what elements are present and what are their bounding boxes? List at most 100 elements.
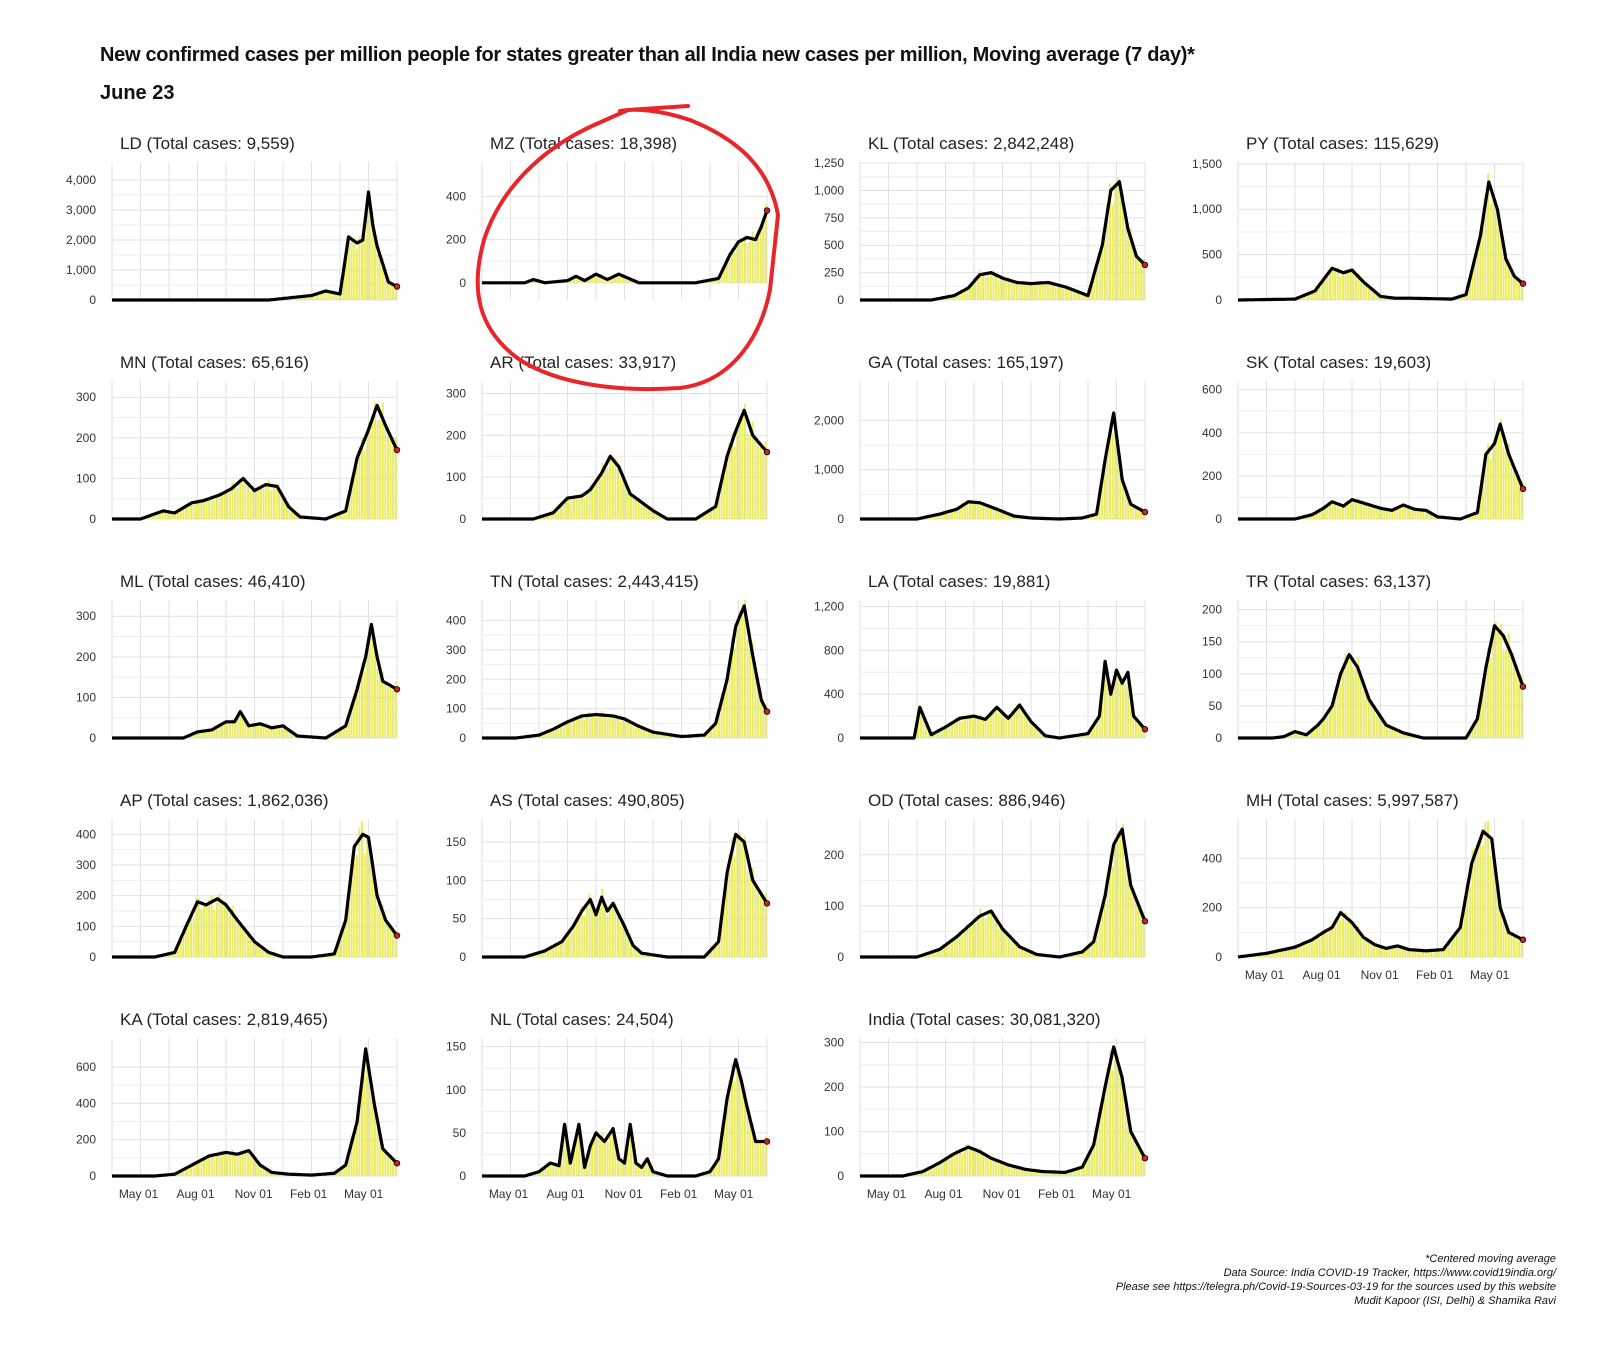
daily-bar (353, 471, 356, 519)
latest-value-point (393, 446, 401, 454)
daily-bar (1119, 678, 1122, 738)
daily-bar (974, 1151, 977, 1176)
daily-bar (560, 505, 563, 519)
daily-bar (267, 479, 270, 519)
daily-bar (1318, 937, 1321, 957)
y-tick-label: 200 (446, 233, 466, 247)
daily-bar (1398, 507, 1401, 519)
daily-bar (218, 723, 221, 738)
y-tick-label: 300 (446, 387, 466, 401)
daily-bar (958, 291, 961, 300)
daily-bar (1106, 669, 1109, 738)
daily-bar (192, 1165, 195, 1176)
daily-bar (1398, 947, 1401, 957)
daily-bar (987, 272, 990, 300)
daily-bar (1297, 732, 1300, 738)
daily-bar (1098, 714, 1101, 738)
daily-bar (1492, 198, 1495, 300)
daily-bar (1049, 1171, 1052, 1176)
daily-bar (1391, 946, 1394, 957)
daily-bar (598, 716, 601, 738)
x-tick-label: May 01 (344, 1187, 384, 1201)
x-tick-label: Nov 01 (1361, 968, 1399, 982)
daily-bar (961, 721, 964, 738)
daily-bar (208, 497, 211, 519)
daily-bar (1468, 281, 1471, 300)
daily-bar (361, 662, 364, 738)
daily-bar (764, 440, 767, 519)
daily-bar (963, 1149, 966, 1176)
daily-bar (1349, 500, 1352, 519)
daily-bar (1121, 677, 1124, 738)
daily-bar (976, 503, 979, 519)
daily-bar (1378, 294, 1381, 300)
daily-bar (156, 514, 159, 519)
y-tick-label: 2,000 (814, 413, 844, 427)
x-tick-label: May 01 (714, 1187, 754, 1201)
y-tick-label: 800 (824, 643, 844, 657)
daily-bar (195, 499, 198, 519)
daily-bar (1000, 709, 1003, 738)
daily-bar (1119, 464, 1122, 519)
daily-bar (1323, 276, 1326, 300)
panel-title-KA: KA (Total cases: 2,819,465) (120, 1010, 328, 1029)
daily-bar (1427, 950, 1430, 957)
daily-bar (935, 950, 938, 957)
y-tick-label: 150 (446, 1040, 466, 1054)
daily-bar (1406, 733, 1409, 738)
y-tick-label: 0 (837, 1169, 844, 1183)
daily-bar (1093, 1136, 1096, 1176)
panel-title-LA: LA (Total cases: 19,881) (868, 572, 1051, 591)
daily-bar (1502, 922, 1505, 957)
daily-bar (754, 439, 757, 519)
daily-bar (384, 1151, 387, 1176)
y-tick-label: 400 (1202, 426, 1222, 440)
daily-bar (969, 286, 972, 300)
daily-bar (231, 718, 234, 738)
daily-bar (591, 905, 594, 957)
daily-bar (632, 946, 635, 957)
daily-bar (1321, 930, 1324, 957)
daily-bar (153, 513, 156, 519)
daily-bar (179, 940, 182, 957)
daily-bar (208, 1154, 211, 1176)
x-tick-label: Aug 01 (176, 1187, 214, 1201)
daily-bar (1007, 514, 1010, 519)
latest-value-point (1519, 683, 1527, 690)
daily-bar (324, 289, 327, 300)
daily-bar (1305, 943, 1308, 957)
daily-bar (1365, 938, 1368, 957)
daily-bar (1385, 509, 1388, 519)
daily-bar (1344, 268, 1347, 300)
daily-bar (552, 945, 555, 957)
daily-bar (1367, 504, 1370, 519)
daily-bar (1059, 1171, 1062, 1176)
daily-bar (350, 707, 353, 738)
daily-bar (1512, 276, 1515, 300)
daily-bar (1010, 716, 1013, 738)
daily-bar (1088, 946, 1091, 957)
daily-bar (337, 938, 340, 957)
daily-bar (288, 729, 291, 738)
daily-bar (588, 712, 591, 738)
daily-bar (373, 402, 376, 519)
daily-bar (1018, 284, 1021, 300)
daily-bar (363, 1075, 366, 1176)
daily-bar (557, 506, 560, 519)
daily-bar (539, 952, 542, 957)
daily-bar (984, 506, 987, 519)
panel-title-KL: KL (Total cases: 2,842,248) (868, 134, 1075, 153)
panel-AS: 0 50 100 150 AS (Total cases: 490,805) (446, 791, 772, 996)
daily-bar (642, 504, 645, 519)
daily-bar (736, 244, 739, 283)
daily-bar (1005, 934, 1008, 957)
daily-bar (1380, 716, 1383, 738)
daily-bar (202, 730, 205, 738)
daily-bar (759, 696, 762, 738)
daily-bar (940, 730, 943, 738)
daily-bar (648, 507, 651, 519)
daily-bar (1308, 292, 1311, 300)
daily-bar (1357, 657, 1360, 738)
daily-bar (1023, 710, 1026, 738)
daily-bar (342, 1167, 345, 1176)
